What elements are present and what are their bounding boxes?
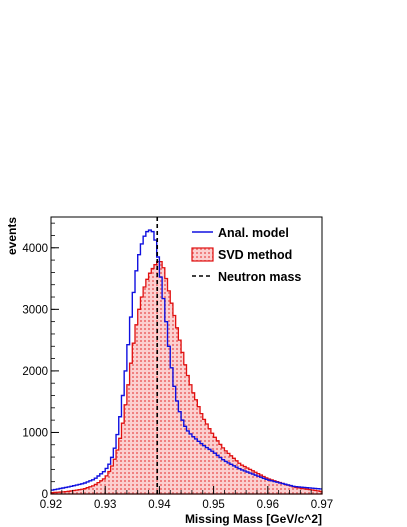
- series-anal-model-line: [51, 229, 322, 491]
- x-tick-label: 0.97: [311, 499, 333, 511]
- x-axis-title: Missing Mass [GeV/c^2]: [185, 512, 322, 526]
- legend-label-neutron-mass: Neutron mass: [218, 270, 301, 284]
- plot-frame: [50, 216, 323, 495]
- legend-label-anal-model: Anal. model: [218, 226, 289, 240]
- legend-label-svd-method: SVD method: [218, 248, 292, 262]
- y-tick-label: 3000: [22, 304, 48, 316]
- x-tick-label: 0.93: [94, 499, 116, 511]
- x-axis: 0.92 0.93 0.94 0.95 0.96 0.97: [40, 486, 333, 511]
- y-tick-label: 0: [42, 489, 48, 501]
- x-tick-label: 0.96: [257, 499, 279, 511]
- x-tick-label: 0.95: [202, 499, 224, 511]
- x-tick-label: 0.94: [148, 499, 171, 511]
- y-tick-label: 2000: [22, 366, 48, 378]
- y-tick-label: 4000: [22, 243, 48, 255]
- legend: Anal. model SVD method Neutron mass: [191, 226, 301, 284]
- plot-area: [50, 217, 323, 495]
- x-tick-label: 0.92: [40, 499, 62, 511]
- y-axis-title: events: [5, 217, 19, 255]
- y-axis: 0 1000 2000 3000 4000: [22, 222, 59, 501]
- series-svd-method-histogram: [50, 260, 323, 495]
- y-tick-label: 1000: [22, 427, 48, 439]
- legend-swatch-svd-method: [191, 247, 214, 262]
